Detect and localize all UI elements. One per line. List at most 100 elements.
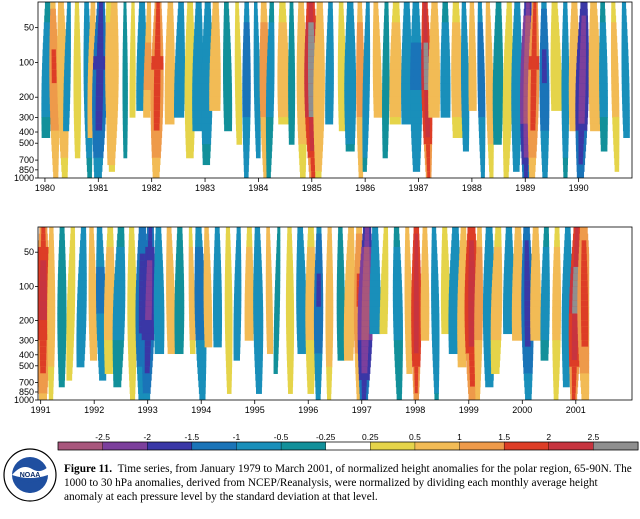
anomaly-core xyxy=(468,266,475,275)
anomaly-cell xyxy=(299,171,306,178)
x-tick: 1983 xyxy=(195,178,215,193)
anomaly-cell xyxy=(143,103,151,111)
anomaly-cell xyxy=(66,373,73,381)
anomaly-core xyxy=(541,83,547,91)
anomaly-cell xyxy=(196,346,207,355)
anomaly-cell xyxy=(327,22,334,30)
anomaly-cell xyxy=(277,103,290,111)
anomaly-cell xyxy=(433,366,440,374)
anomaly-cell xyxy=(174,96,185,105)
anomaly-core xyxy=(469,227,474,235)
anomaly-cell xyxy=(246,233,253,241)
anomaly-cell xyxy=(563,2,568,10)
anomaly-cell xyxy=(286,266,294,275)
anomaly-cell xyxy=(285,286,294,295)
anomaly-cell xyxy=(211,15,220,23)
anomaly-core xyxy=(477,253,481,261)
anomaly-cell xyxy=(97,353,107,361)
anomaly-core xyxy=(479,103,484,111)
anomaly-cell xyxy=(297,22,306,30)
anomaly-cell xyxy=(213,286,222,295)
anomaly-cell xyxy=(107,56,119,64)
anomaly-cell xyxy=(344,96,357,105)
anomaly-cell xyxy=(461,90,470,98)
anomaly-cell xyxy=(174,320,185,328)
colorbar-label: 2 xyxy=(546,432,551,442)
anomaly-cell xyxy=(166,280,175,288)
anomaly-cell xyxy=(223,49,231,57)
heatmap-panel-1980s: 1980 1981 1982 1983 1984 1985 1986 1987 1988 1989… xyxy=(14,1,633,193)
anomaly-cell xyxy=(394,360,403,368)
anomaly-cell xyxy=(452,15,460,23)
anomaly-cell xyxy=(296,246,305,255)
anomaly-cell xyxy=(490,353,501,361)
anomaly-cell xyxy=(233,313,242,321)
anomaly-cell xyxy=(404,280,412,288)
anomaly-cell xyxy=(244,326,254,335)
anomaly-cell xyxy=(431,253,438,261)
x-tick: 1992 xyxy=(84,400,104,415)
anomaly-core xyxy=(144,326,152,335)
anomaly-cell xyxy=(129,90,136,98)
anomaly-cell xyxy=(153,286,164,295)
anomaly-core xyxy=(153,103,161,111)
anomaly-cell xyxy=(201,130,212,138)
anomaly-cell xyxy=(154,333,165,341)
anomaly-cell xyxy=(112,320,125,328)
anomaly-cell xyxy=(441,313,451,321)
anomaly-cell xyxy=(174,69,185,78)
anomaly-cell xyxy=(429,42,440,50)
anomaly-cell xyxy=(285,293,294,301)
anomaly-cell xyxy=(184,83,196,91)
anomaly-cell xyxy=(203,29,212,37)
anomaly-cell xyxy=(363,49,371,57)
anomaly-cell xyxy=(364,42,371,50)
anomaly-cell xyxy=(482,306,496,315)
anomaly-cell xyxy=(493,123,503,132)
anomaly-cell xyxy=(371,240,379,248)
anomaly-core xyxy=(468,246,475,255)
anomaly-event xyxy=(474,227,483,400)
y-tick: 300 xyxy=(19,336,38,346)
anomaly-cell xyxy=(254,227,261,235)
anomaly-cell xyxy=(337,83,347,91)
anomaly-cell xyxy=(614,157,620,166)
anomaly-cell xyxy=(543,227,549,235)
anomaly-cell xyxy=(532,240,540,248)
anomaly-cell xyxy=(561,123,569,132)
colorbar-swatch xyxy=(414,441,461,451)
anomaly-cell xyxy=(41,76,52,84)
anomaly-cell xyxy=(57,56,68,64)
anomaly-cell xyxy=(153,280,164,288)
anomaly-cell xyxy=(83,56,92,64)
anomaly-cell xyxy=(108,164,115,172)
anomaly-cell xyxy=(204,227,209,235)
anomaly-cell xyxy=(428,83,441,91)
anomaly-cell xyxy=(285,313,295,321)
anomaly-cell xyxy=(483,333,496,341)
anomaly-core xyxy=(578,117,585,125)
x-tick: 1995 xyxy=(245,400,265,415)
anomaly-core xyxy=(39,353,47,361)
anomaly-event xyxy=(141,227,156,400)
anomaly-cell xyxy=(492,90,504,98)
anomaly-core xyxy=(480,110,484,118)
anomaly-cell xyxy=(485,49,493,57)
anomaly-cell xyxy=(493,246,502,255)
anomaly-cell xyxy=(143,96,151,105)
anomaly-cell xyxy=(346,8,354,17)
anomaly-event xyxy=(561,227,573,388)
anomaly-cell xyxy=(106,246,114,255)
anomaly-cell xyxy=(513,260,523,268)
anomaly-cell xyxy=(57,76,69,84)
colorbar-label: 0.25 xyxy=(362,432,379,442)
anomaly-cell xyxy=(452,130,463,138)
anomaly-cell xyxy=(430,22,439,30)
anomaly-core xyxy=(52,110,58,118)
anomaly-cell xyxy=(184,103,196,111)
anomaly-event xyxy=(209,2,221,111)
anomaly-cell xyxy=(58,373,66,381)
anomaly-cell xyxy=(485,22,492,30)
anomaly-cell xyxy=(485,227,493,235)
anomaly-cell xyxy=(474,360,482,368)
